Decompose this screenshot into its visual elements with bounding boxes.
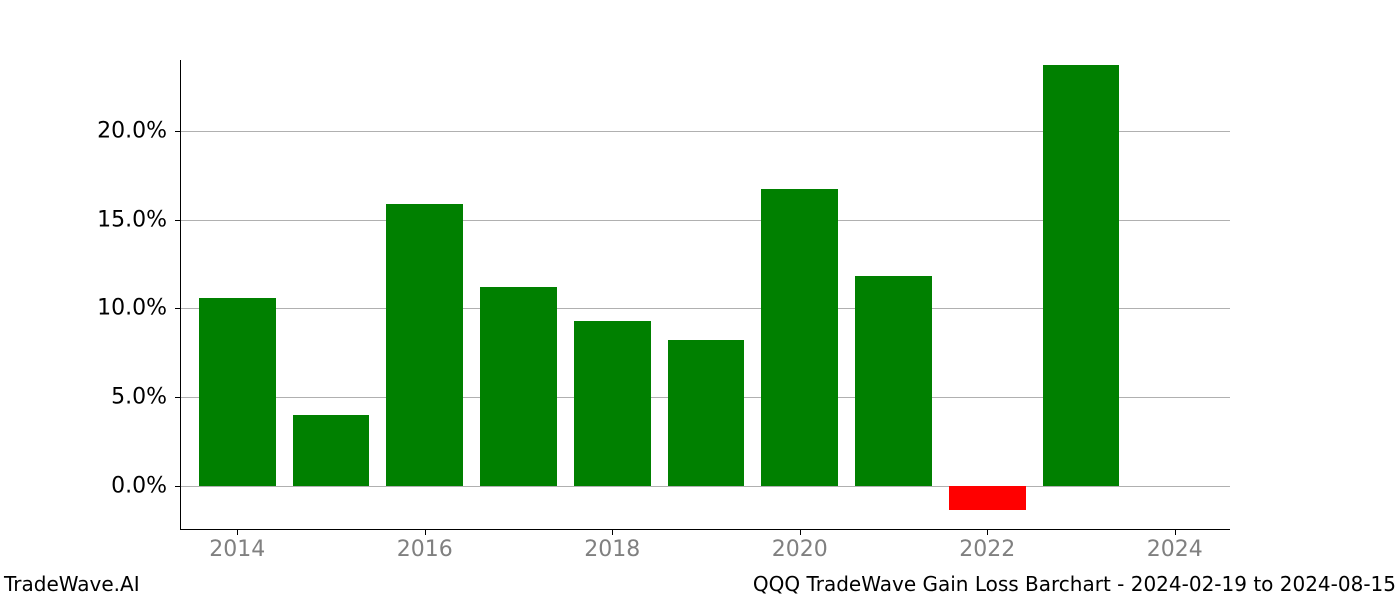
y-tick-label: 5.0% [111, 384, 167, 409]
y-tick-mark [175, 397, 181, 398]
bar [293, 415, 370, 486]
bar [855, 276, 932, 485]
y-tick-mark [175, 220, 181, 221]
footer-right-text: QQQ TradeWave Gain Loss Barchart - 2024-… [753, 572, 1396, 596]
bar [199, 298, 276, 486]
bar [574, 321, 651, 486]
x-tick-label: 2018 [584, 537, 640, 562]
x-tick-label: 2014 [209, 537, 265, 562]
y-tick-label: 20.0% [97, 118, 167, 143]
bar [761, 189, 838, 485]
x-tick-mark [237, 529, 238, 535]
x-tick-label: 2020 [772, 537, 828, 562]
x-tick-mark [987, 529, 988, 535]
x-tick-mark [425, 529, 426, 535]
y-tick-label: 10.0% [97, 296, 167, 321]
y-tick-mark [175, 131, 181, 132]
plot-area: 0.0%5.0%10.0%15.0%20.0%20142016201820202… [180, 60, 1230, 530]
x-tick-label: 2024 [1147, 537, 1203, 562]
y-tick-mark [175, 486, 181, 487]
y-tick-label: 0.0% [111, 473, 167, 498]
y-tick-mark [175, 308, 181, 309]
bar [480, 287, 557, 486]
bar [386, 204, 463, 486]
y-tick-label: 15.0% [97, 207, 167, 232]
bar [949, 486, 1026, 511]
y-gridline [181, 486, 1230, 487]
x-tick-mark [1175, 529, 1176, 535]
footer-left-text: TradeWave.AI [4, 572, 140, 596]
bar [668, 340, 745, 485]
x-tick-mark [800, 529, 801, 535]
x-tick-label: 2016 [397, 537, 453, 562]
bar [1043, 65, 1120, 485]
x-tick-mark [612, 529, 613, 535]
x-tick-label: 2022 [959, 537, 1015, 562]
chart-container: 0.0% 5.0% 10.0% 15.0% 20.0% 2014 2016 2018 2020 2… [0, 0, 1400, 600]
